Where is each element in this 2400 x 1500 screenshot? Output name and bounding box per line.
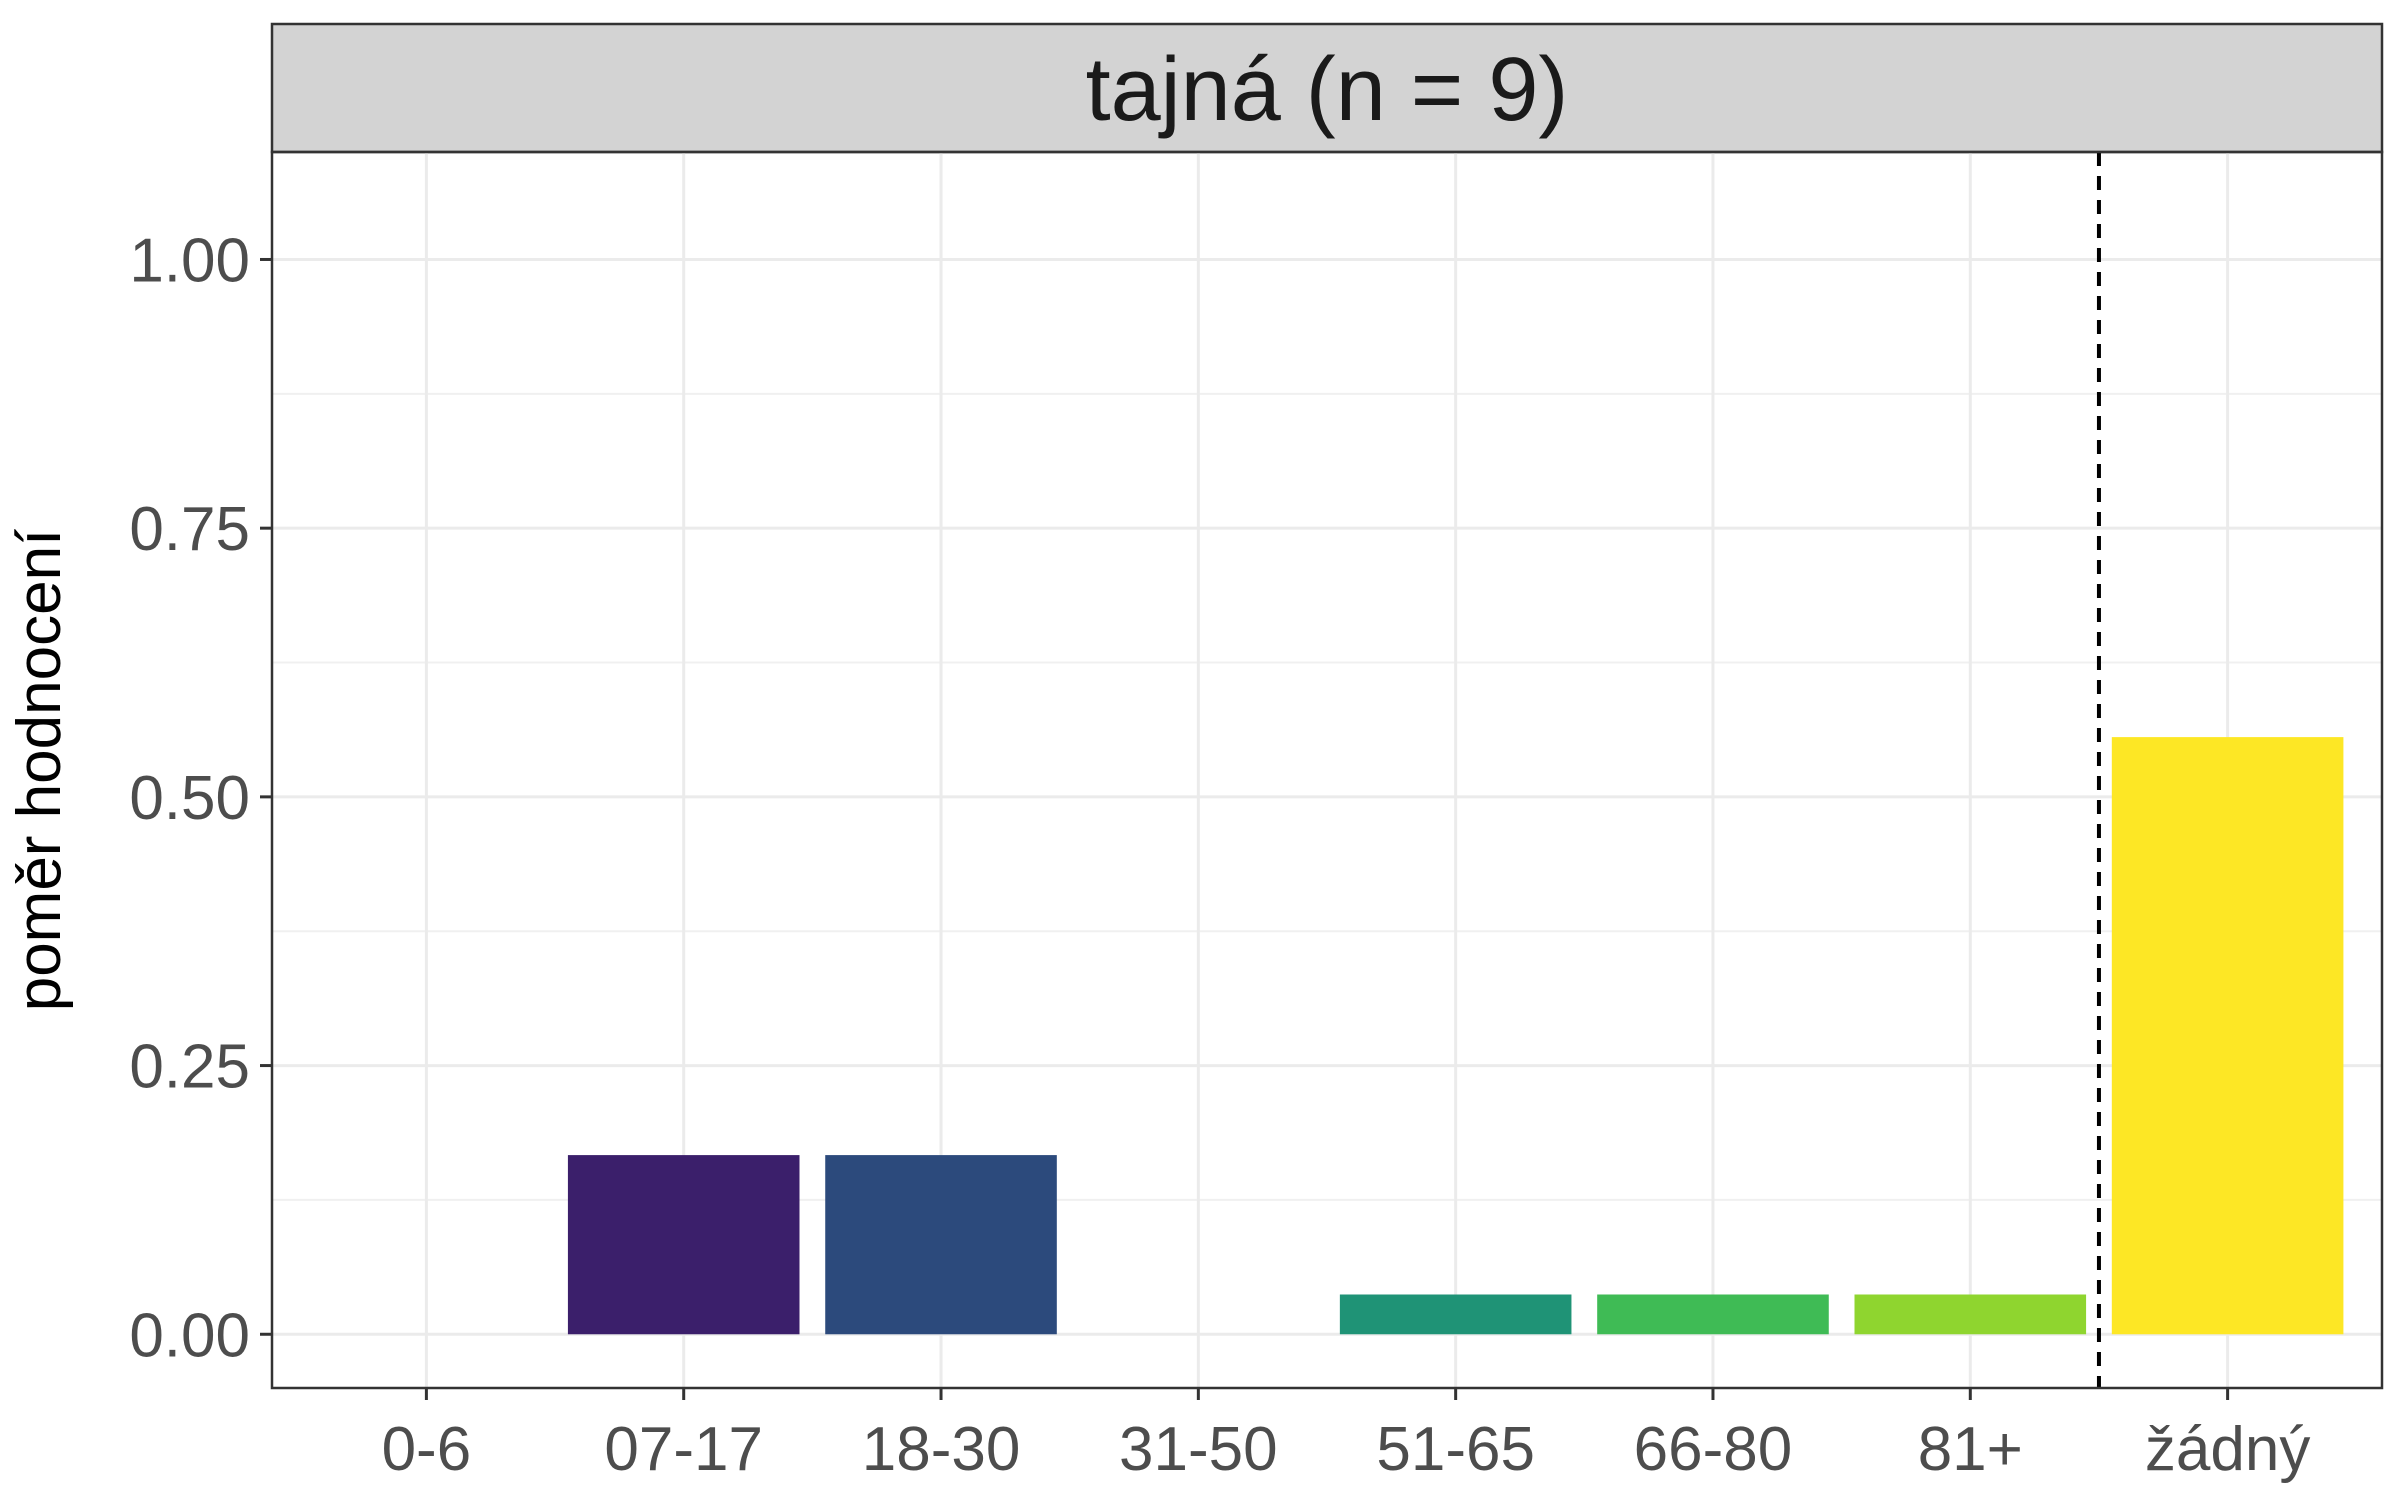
bar-81+ — [1854, 1294, 2087, 1335]
bar-18-30 — [825, 1155, 1057, 1335]
x-tick-label: žádný — [2145, 1415, 2310, 1484]
y-tick-label: 1.00 — [129, 226, 250, 295]
y-tick-label: 0.25 — [129, 1033, 250, 1102]
x-tick-label: 31-50 — [1119, 1415, 1278, 1484]
x-axis: 0-6 07-17 18-30 31-50 51-65 66-80 81+ žádný — [382, 1388, 2310, 1484]
x-tick-label: 66-80 — [1634, 1415, 1793, 1484]
x-tick-label: 81+ — [1918, 1415, 2023, 1484]
y-tick-label: 0.50 — [129, 764, 250, 833]
x-tick-label: 18-30 — [862, 1415, 1021, 1484]
bars — [567, 737, 2344, 1335]
y-tick-label: 0.00 — [129, 1301, 250, 1370]
x-tick-label: 07-17 — [604, 1415, 763, 1484]
major-gridlines — [272, 152, 2382, 1388]
facet-title: tajná (n = 9) — [1086, 40, 1569, 140]
y-tick-label: 0.75 — [129, 495, 250, 564]
y-axis: 0.00 0.25 0.50 0.75 1.00 — [129, 226, 272, 1370]
panel-border — [270, 150, 2384, 1390]
bar-66-80 — [1597, 1294, 1829, 1335]
bar-51-65 — [1339, 1294, 1572, 1335]
facet-strip: tajná (n = 9) — [270, 22, 2384, 154]
plot-panel — [270, 150, 2384, 1390]
bar-07-17 — [567, 1155, 800, 1335]
bar-žádný — [2111, 737, 2344, 1335]
x-tick-label: 0-6 — [382, 1415, 472, 1484]
y-axis-title: poměr hodnocení — [5, 529, 74, 1012]
facet-strip-background — [270, 22, 2384, 154]
x-tick-label: 51-65 — [1376, 1415, 1535, 1484]
